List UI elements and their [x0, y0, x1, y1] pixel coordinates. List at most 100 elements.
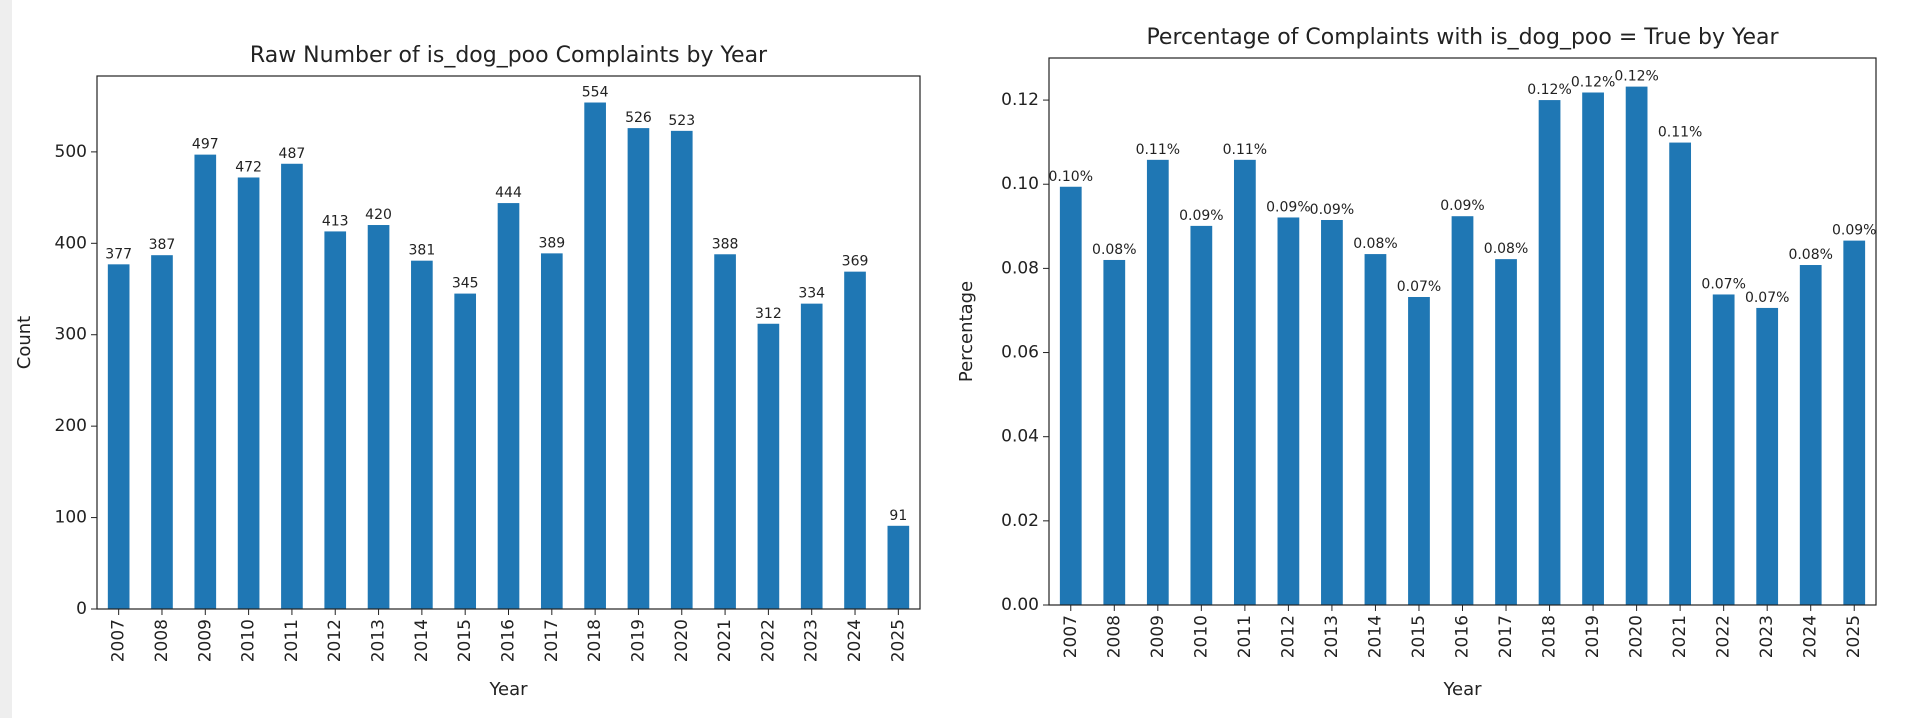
bar [454, 293, 477, 609]
data-label: 389 [538, 235, 565, 251]
data-label: 0.08% [1484, 241, 1528, 257]
x-tick-label: 2013 [369, 619, 389, 662]
y-tick-label: 0 [76, 599, 87, 619]
x-tick-label: 2020 [672, 619, 692, 662]
data-label: 0.12% [1571, 75, 1615, 91]
bar [1146, 159, 1169, 605]
x-tick-label: 2009 [1148, 615, 1168, 658]
side-strip [0, 0, 12, 718]
data-label: 0.09% [1179, 208, 1223, 224]
x-tick-label: 2014 [1365, 615, 1385, 658]
x-tick-label: 2025 [1844, 615, 1864, 658]
data-label: 0.12% [1527, 82, 1571, 98]
chart-title: Percentage of Complaints with is_dog_poo… [1146, 25, 1779, 50]
data-label: 0.07% [1701, 276, 1745, 292]
x-tick-label: 2018 [585, 619, 605, 662]
bar [844, 271, 866, 609]
data-label: 388 [712, 236, 739, 252]
bar [1059, 186, 1082, 606]
bar [151, 255, 173, 609]
x-tick-label: 2024 [1801, 615, 1821, 658]
bar [1843, 240, 1866, 606]
bar [1538, 100, 1561, 606]
x-tick-label: 2010 [1191, 615, 1211, 658]
data-label: 0.11% [1136, 142, 1180, 158]
x-tick-label: 2019 [628, 619, 648, 662]
x-tick-label: 2025 [888, 619, 908, 662]
data-label: 0.07% [1397, 279, 1441, 295]
data-label: 487 [279, 146, 306, 162]
data-label: 444 [495, 185, 522, 201]
y-axis-label: Count [14, 316, 35, 369]
x-tick-label: 2023 [802, 619, 822, 662]
bar [1190, 225, 1213, 606]
x-tick-label: 2016 [1453, 615, 1473, 658]
bar [1799, 265, 1822, 605]
bar [1669, 142, 1692, 605]
x-tick-label: 2016 [499, 619, 519, 662]
x-tick-label: 2012 [325, 619, 345, 662]
bar [497, 203, 520, 609]
x-tick-label: 2012 [1278, 615, 1298, 658]
bar [1364, 254, 1387, 605]
x-tick-label: 2010 [239, 619, 259, 662]
x-axis-label: Year [1442, 679, 1482, 700]
data-label: 0.08% [1788, 247, 1832, 263]
x-tick-label: 2007 [109, 619, 129, 662]
data-label: 554 [582, 85, 609, 101]
y-tick-label: 0.12 [1001, 90, 1039, 110]
bar [411, 260, 433, 609]
y-tick-label: 100 [55, 508, 87, 528]
x-tick-label: 2017 [1496, 615, 1516, 658]
y-tick-label: 0.06 [1001, 343, 1039, 363]
data-label: 0.09% [1310, 202, 1354, 218]
y-tick-label: 200 [55, 416, 87, 436]
bar [367, 225, 390, 610]
bar [1451, 216, 1474, 605]
data-label: 0.10% [1049, 169, 1093, 185]
data-label: 523 [668, 113, 695, 129]
data-label: 497 [192, 137, 219, 153]
bar [1495, 259, 1517, 605]
bar [1321, 219, 1343, 605]
x-tick-label: 2008 [152, 619, 172, 662]
data-label: 377 [105, 246, 132, 262]
axes-frame [1048, 57, 1877, 606]
x-tick-label: 2014 [412, 619, 432, 662]
chart-title: Raw Number of is_dog_poo Complaints by Y… [250, 43, 768, 68]
data-label: 413 [322, 213, 349, 229]
y-tick-label: 0.04 [1001, 427, 1039, 447]
y-tick-label: 0.02 [1001, 511, 1039, 531]
bar [670, 130, 693, 610]
y-tick-label: 400 [55, 233, 87, 253]
bar [107, 264, 130, 609]
data-label: 381 [409, 243, 436, 259]
bar [194, 154, 217, 609]
bar [887, 525, 910, 609]
x-tick-label: 2015 [455, 619, 475, 662]
data-label: 0.12% [1614, 69, 1658, 85]
bar [627, 128, 650, 609]
data-label: 345 [452, 276, 479, 292]
bar [324, 231, 347, 610]
y-tick-label: 500 [55, 142, 87, 162]
y-tick-label: 0.10 [1001, 174, 1039, 194]
x-tick-label: 2022 [1714, 615, 1734, 658]
data-label: 312 [755, 306, 782, 322]
x-tick-label: 2019 [1583, 615, 1603, 658]
x-tick-label: 2015 [1409, 615, 1429, 658]
data-label: 0.08% [1092, 242, 1136, 258]
data-label: 0.11% [1223, 142, 1267, 158]
axes-frame [96, 75, 921, 610]
x-tick-label: 2011 [1235, 615, 1255, 658]
bar [1103, 259, 1126, 605]
bar [1625, 86, 1648, 605]
x-tick-label: 2017 [542, 619, 562, 662]
x-tick-label: 2021 [1670, 615, 1690, 658]
bar [281, 163, 303, 609]
data-label: 0.09% [1832, 223, 1876, 239]
data-label: 369 [842, 254, 869, 270]
bar [1756, 307, 1779, 605]
data-label: 526 [625, 110, 652, 126]
bar [714, 254, 736, 609]
